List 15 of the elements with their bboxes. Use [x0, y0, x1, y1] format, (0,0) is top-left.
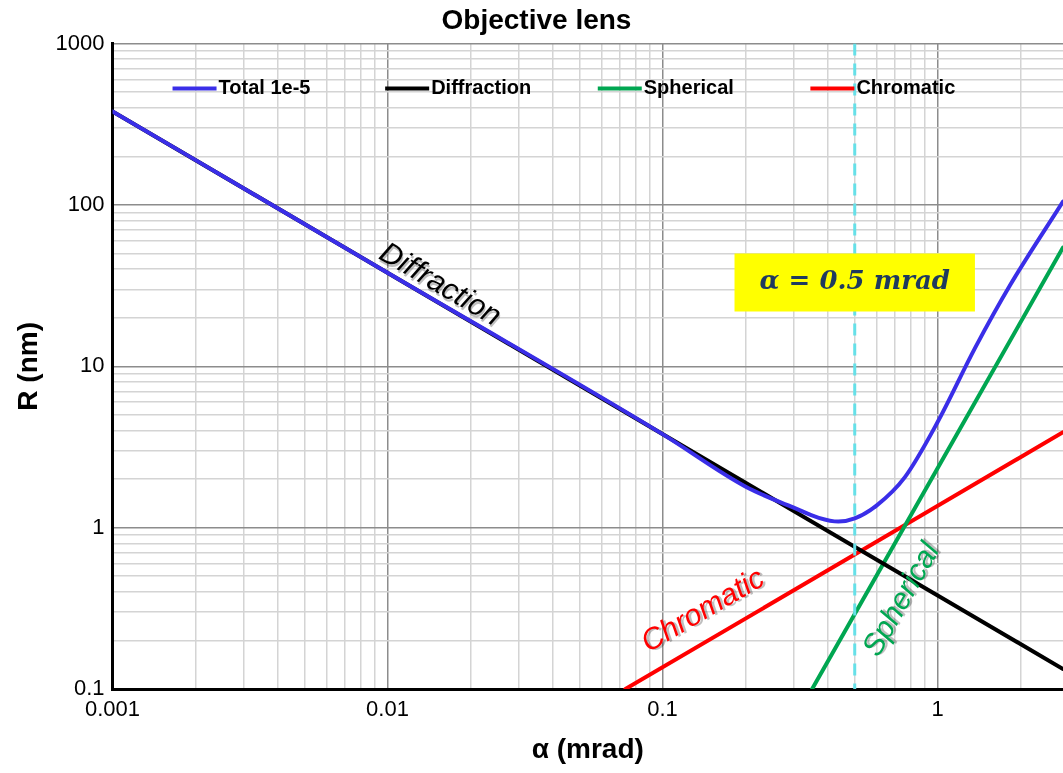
y-axis-title: R (nm)	[11, 321, 43, 411]
chart-title: Objective lens	[441, 3, 632, 35]
x-tick-label: 1	[931, 696, 944, 722]
y-tick-label: 100	[67, 191, 105, 217]
x-tick-label: 0.1	[647, 696, 678, 722]
y-tick-label: 1000	[55, 29, 105, 55]
legend-label: Chromatic	[856, 76, 956, 99]
x-tick-label: 0.01	[366, 696, 409, 722]
legend-label: Spherical	[643, 76, 734, 99]
y-tick-label: 1	[92, 513, 105, 539]
x-axis-title: α (mrad)	[531, 732, 644, 764]
y-tick-label: 10	[80, 352, 105, 378]
legend-label: Total 1e-5	[218, 76, 311, 99]
legend-label: Diffraction	[431, 76, 532, 99]
ref-line-label: α = 0.5 mrad	[759, 265, 950, 296]
